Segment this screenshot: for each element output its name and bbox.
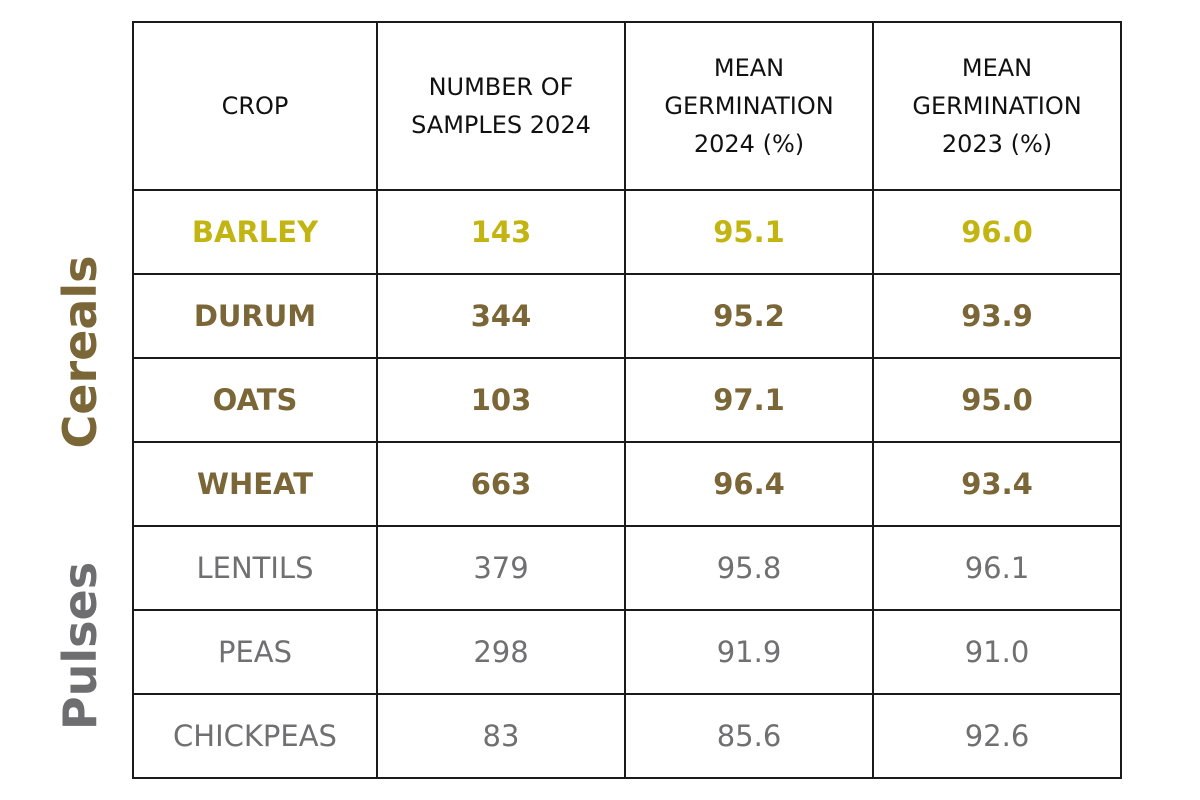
table-row-oats: OATS 103 97.1 95.0	[132, 357, 1122, 443]
cell-crop: OATS	[132, 357, 378, 443]
cell-germination-2023: 96.1	[872, 525, 1122, 611]
cell-germination-2023: 93.9	[872, 273, 1122, 359]
cell-germination-2024: 95.1	[624, 189, 874, 275]
cell-crop: DURUM	[132, 273, 378, 359]
table-header-row: CROP NUMBER OF SAMPLES 2024 MEAN GERMINA…	[132, 21, 1122, 191]
cell-crop: LENTILS	[132, 525, 378, 611]
cell-germination-2024: 97.1	[624, 357, 874, 443]
cell-germination-2023: 95.0	[872, 357, 1122, 443]
cell-samples-2024: 83	[376, 693, 626, 779]
cell-germination-2024: 95.2	[624, 273, 874, 359]
group-label-pulses: Pulses	[53, 561, 107, 731]
header-crop: CROP	[132, 21, 378, 191]
cell-samples-2024: 298	[376, 609, 626, 695]
cell-germination-2024: 91.9	[624, 609, 874, 695]
cell-samples-2024: 143	[376, 189, 626, 275]
cell-germination-2024: 96.4	[624, 441, 874, 527]
cell-germination-2023: 96.0	[872, 189, 1122, 275]
cell-germination-2023: 91.0	[872, 609, 1122, 695]
cell-crop: WHEAT	[132, 441, 378, 527]
cell-germination-2023: 93.4	[872, 441, 1122, 527]
cell-germination-2024: 85.6	[624, 693, 874, 779]
cell-germination-2023: 92.6	[872, 693, 1122, 779]
cell-samples-2024: 103	[376, 357, 626, 443]
header-germination-2024: MEAN GERMINATION 2024 (%)	[624, 21, 874, 191]
cell-germination-2024: 95.8	[624, 525, 874, 611]
cell-samples-2024: 663	[376, 441, 626, 527]
table-row-lentils: LENTILS 379 95.8 96.1	[132, 525, 1122, 611]
header-germination-2023: MEAN GERMINATION 2023 (%)	[872, 21, 1122, 191]
cell-samples-2024: 344	[376, 273, 626, 359]
cell-crop: PEAS	[132, 609, 378, 695]
group-label-cereals: Cereals	[53, 255, 107, 449]
header-samples-2024: NUMBER OF SAMPLES 2024	[376, 21, 626, 191]
cell-samples-2024: 379	[376, 525, 626, 611]
cell-crop: CHICKPEAS	[132, 693, 378, 779]
table-row-chickpeas: CHICKPEAS 83 85.6 92.6	[132, 693, 1122, 779]
cell-crop: BARLEY	[132, 189, 378, 275]
table-row-peas: PEAS 298 91.9 91.0	[132, 609, 1122, 695]
germination-table: CROP NUMBER OF SAMPLES 2024 MEAN GERMINA…	[132, 21, 1122, 779]
table-row-barley: BARLEY 143 95.1 96.0	[132, 189, 1122, 275]
table-row-durum: DURUM 344 95.2 93.9	[132, 273, 1122, 359]
table-row-wheat: WHEAT 663 96.4 93.4	[132, 441, 1122, 527]
